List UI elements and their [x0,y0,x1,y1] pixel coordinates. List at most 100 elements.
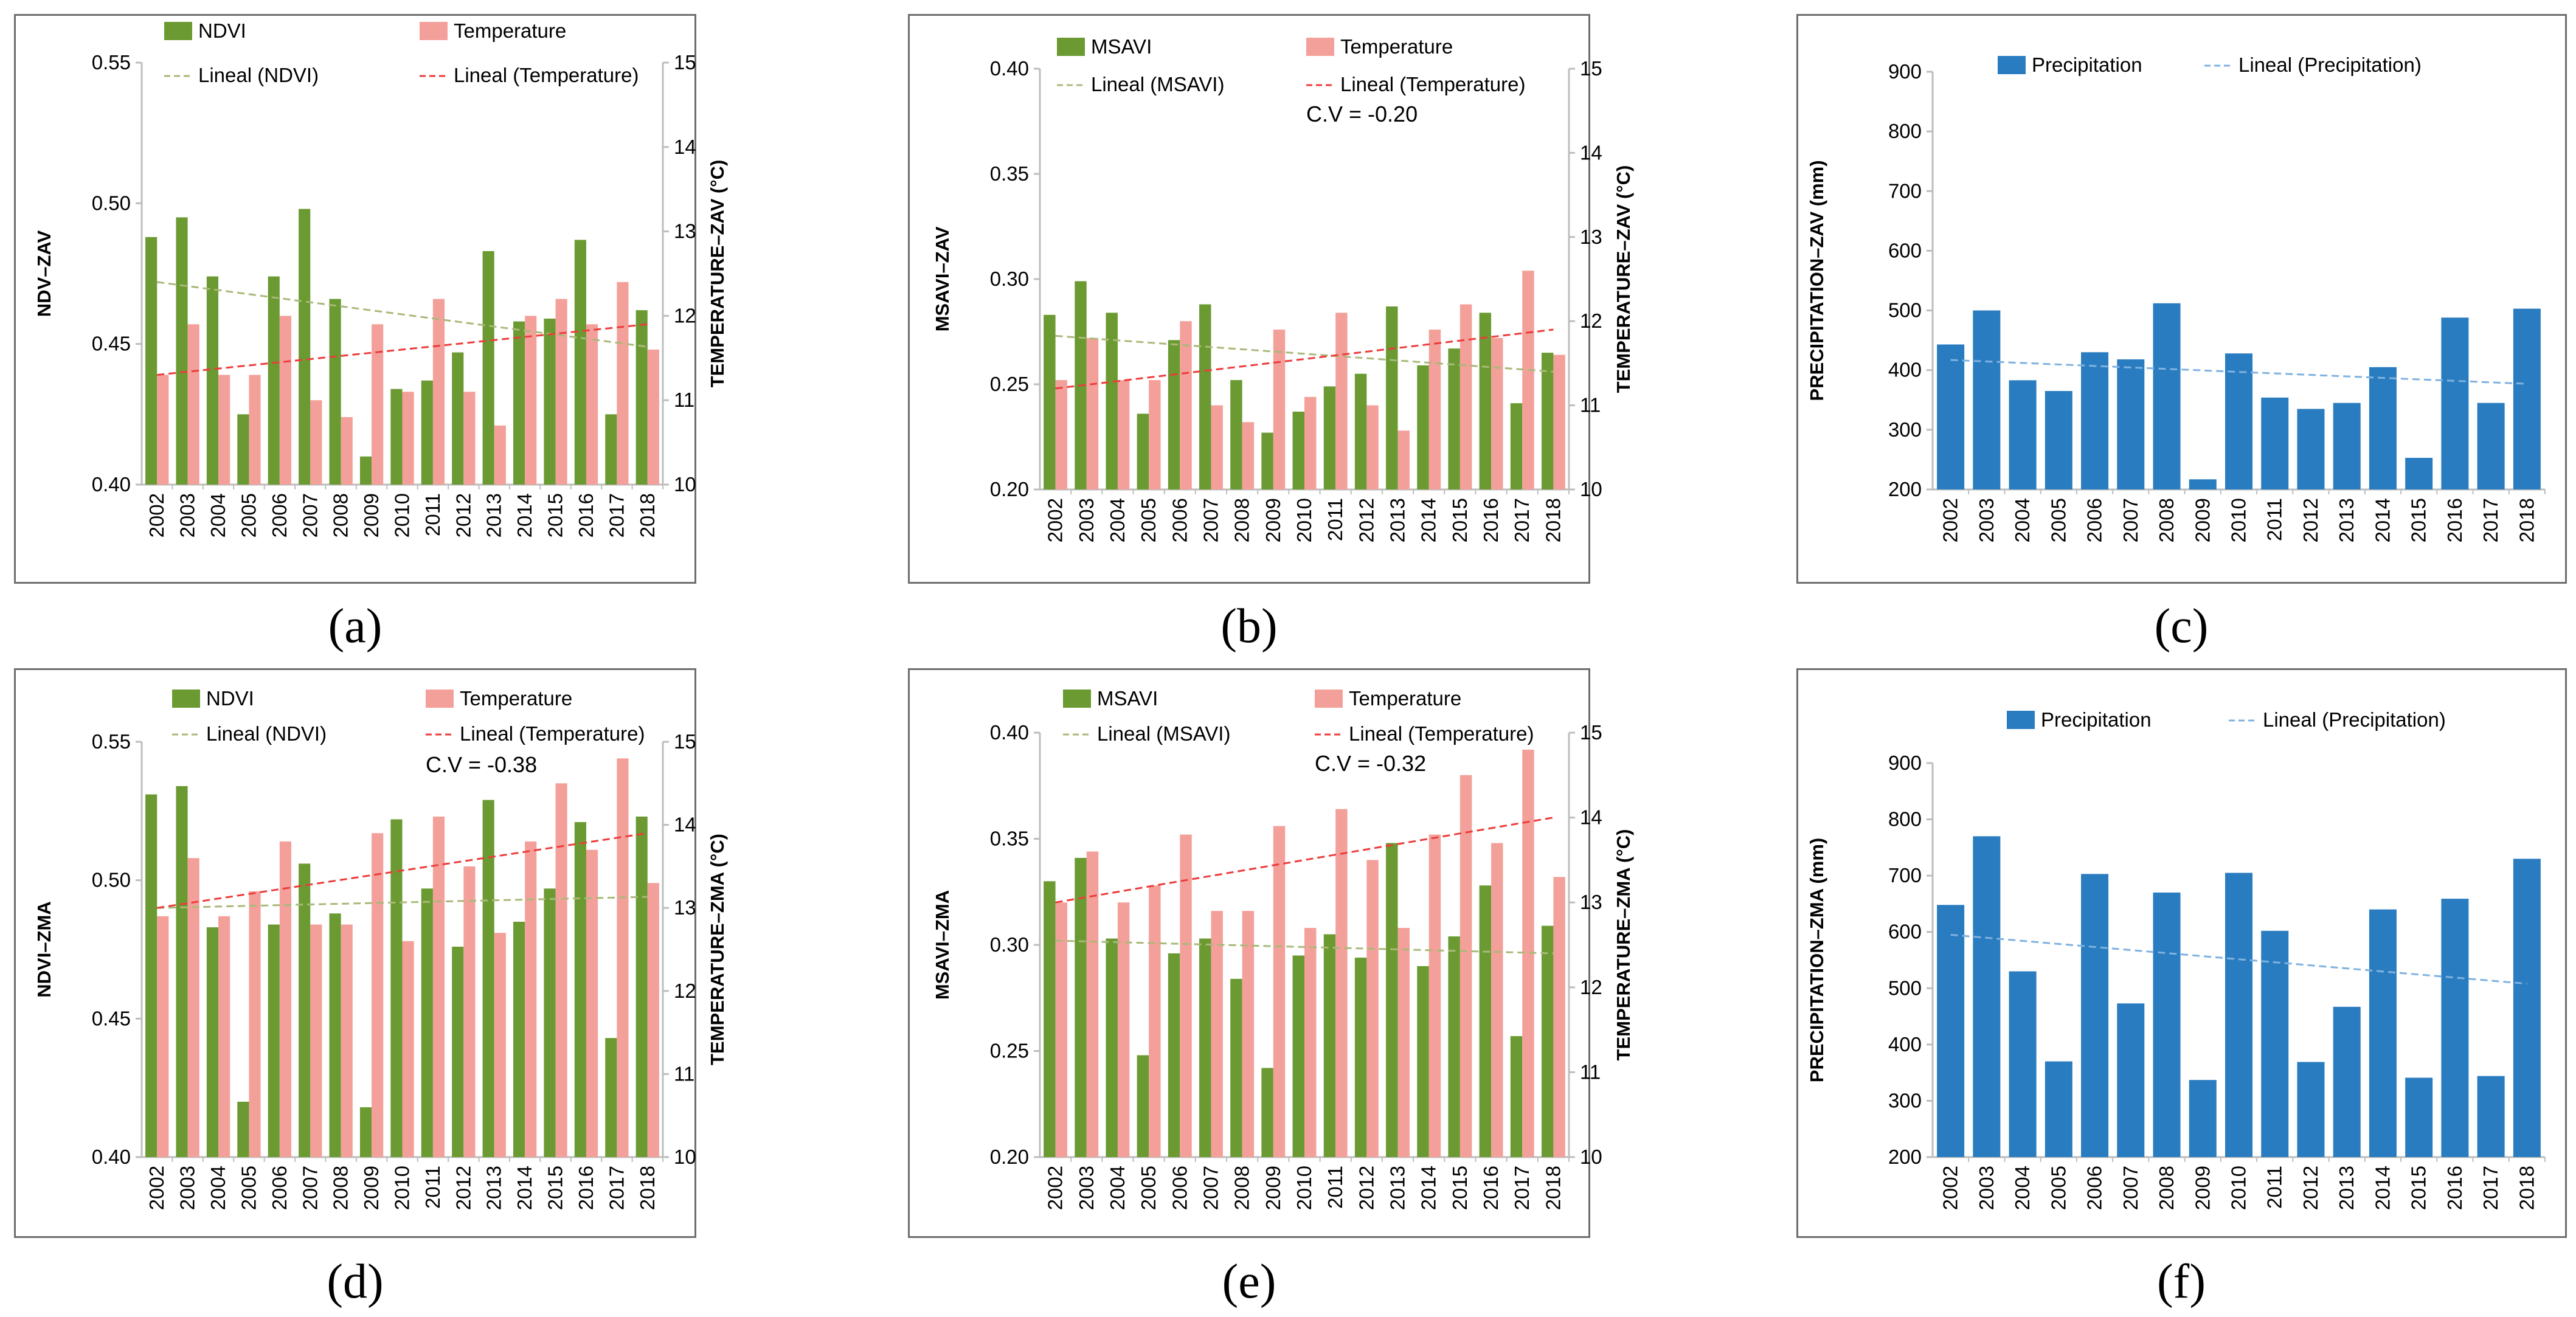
legend-label-d-3: Lineal (Temperature) [460,722,645,745]
x-tick-label-f-2004: 2004 [2011,1166,2034,1210]
legend-label-c-1: Lineal (Precipitation) [2238,54,2422,76]
x-tick-label-a-2002: 2002 [145,493,168,538]
bar-b-msavi-2010 [1292,411,1304,489]
bar-c-precipitation-2015 [2405,457,2433,489]
bar-d-temperature-2002 [157,916,169,1157]
bar-f-precipitation-2006 [2081,874,2109,1157]
y-tick-label-d: 0.50 [92,869,131,891]
bar-d-temperature-2009 [372,833,384,1157]
y-tick-label-f: 900 [1888,752,1922,774]
bar-f-precipitation-2008 [2153,892,2181,1157]
bar-c-precipitation-2011 [2261,397,2289,489]
x-tick-label-d-2018: 2018 [636,1166,659,1210]
y2-tick-label-d: 15 [674,730,696,753]
bar-c-precipitation-2014 [2369,367,2397,489]
y-tick-label-e: 0.40 [990,721,1029,744]
x-tick-label-f-2008: 2008 [2155,1166,2178,1210]
bar-a-ndvi-2017 [605,414,617,485]
x-tick-label-c-2017: 2017 [2479,498,2502,542]
bar-a-temperature-2016 [586,324,598,485]
bar-b-msavi-2013 [1386,306,1398,489]
y2-tick-label-a: 10 [674,473,696,496]
bar-d-temperature-2017 [617,758,629,1157]
legend-swatch-a-0 [164,22,192,40]
bar-e-msavi-2016 [1479,885,1492,1157]
panel-label-d: (d) [327,1255,384,1308]
bar-f-precipitation-2007 [2117,1003,2145,1157]
x-tick-label-c-2008: 2008 [2155,498,2178,542]
bar-b-temperature-2014 [1428,330,1441,489]
y2-tick-label-d: 14 [674,814,696,836]
bar-d-temperature-2015 [555,783,567,1157]
x-tick-label-a-2012: 2012 [452,493,474,538]
y-tick-label-c: 200 [1888,478,1922,500]
bar-a-temperature-2014 [525,316,537,485]
x-tick-label-f-2017: 2017 [2479,1166,2502,1210]
bar-d-temperature-2006 [279,841,292,1157]
x-tick-label-d-2012: 2012 [452,1166,474,1210]
bar-e-msavi-2015 [1448,936,1460,1157]
bar-e-temperature-2014 [1428,834,1441,1157]
legend-label-b-0: MSAVI [1091,35,1152,58]
bar-d-temperature-2014 [525,841,537,1157]
bar-a-ndvi-2003 [176,217,188,485]
bar-f-precipitation-2010 [2225,873,2253,1157]
bar-e-temperature-2005 [1149,885,1161,1157]
y2-tick-label-a: 11 [674,389,694,411]
bar-a-temperature-2007 [310,400,322,485]
bar-d-ndvi-2014 [513,921,525,1157]
y-tick-label-d: 0.55 [92,730,131,753]
y2-tick-label-e: 12 [1580,976,1602,998]
x-tick-label-d-2014: 2014 [513,1166,536,1210]
bar-b-msavi-2014 [1417,365,1429,489]
x-tick-label-b-2011: 2011 [1324,498,1346,541]
x-tick-label-c-2013: 2013 [2335,498,2358,542]
y2-tick-label-a: 15 [674,51,696,74]
x-tick-label-a-2003: 2003 [176,493,199,538]
y-tick-label-e: 0.20 [990,1146,1029,1168]
x-tick-label-e-2005: 2005 [1137,1166,1160,1210]
legend-swatch-e-0 [1063,690,1091,708]
legend-label-d-1: Temperature [460,687,572,710]
trendline-a-lineal-ndvi- [157,281,648,348]
trendline-b-lineal-temperature- [1055,328,1554,390]
bar-d-ndvi-2018 [635,816,648,1157]
x-tick-label-d-2008: 2008 [330,1166,352,1210]
y-axis-title-d: NDVI–ZMA [33,901,55,997]
bar-e-msavi-2017 [1510,1036,1523,1157]
bar-e-msavi-2014 [1417,966,1429,1157]
x-tick-label-a-2014: 2014 [513,493,536,538]
bar-e-temperature-2017 [1522,749,1534,1157]
bar-b-temperature-2015 [1459,304,1472,489]
x-tick-label-c-2003: 2003 [1975,498,1998,542]
bar-d-temperature-2018 [647,883,659,1157]
x-tick-label-d-2007: 2007 [299,1166,321,1210]
x-tick-label-c-2011: 2011 [2263,498,2286,541]
panel-label-c: (c) [2154,600,2209,653]
bar-b-msavi-2011 [1323,386,1336,489]
x-tick-label-f-2007: 2007 [2119,1166,2142,1210]
bar-d-ndvi-2007 [299,863,311,1157]
trendline-e-lineal-msavi- [1055,939,1554,955]
bar-d-ndvi-2017 [605,1038,617,1157]
x-tick-label-b-2014: 2014 [1418,498,1440,542]
x-tick-label-b-2005: 2005 [1137,498,1160,542]
bar-b-temperature-2011 [1335,313,1348,489]
bar-b-temperature-2013 [1397,430,1410,489]
bar-d-ndvi-2016 [574,822,586,1157]
trendline-b-lineal-msavi- [1055,334,1554,373]
x-tick-label-f-2005: 2005 [2047,1166,2069,1210]
bar-a-temperature-2003 [187,324,199,485]
bar-b-msavi-2016 [1479,313,1492,489]
bar-b-temperature-2003 [1086,337,1099,489]
x-tick-label-a-2006: 2006 [268,493,291,538]
bar-e-msavi-2012 [1354,957,1367,1157]
x-tick-label-b-2008: 2008 [1231,498,1253,542]
x-tick-label-a-2017: 2017 [605,493,628,538]
legend-label-e-3: Lineal (Temperature) [1349,722,1534,745]
bar-a-ndvi-2006 [268,276,280,485]
y-tick-label-c: 700 [1888,179,1922,202]
x-tick-label-c-2006: 2006 [2083,498,2106,542]
x-tick-label-f-2015: 2015 [2408,1166,2430,1210]
y2-tick-label-e: 11 [1580,1060,1601,1083]
